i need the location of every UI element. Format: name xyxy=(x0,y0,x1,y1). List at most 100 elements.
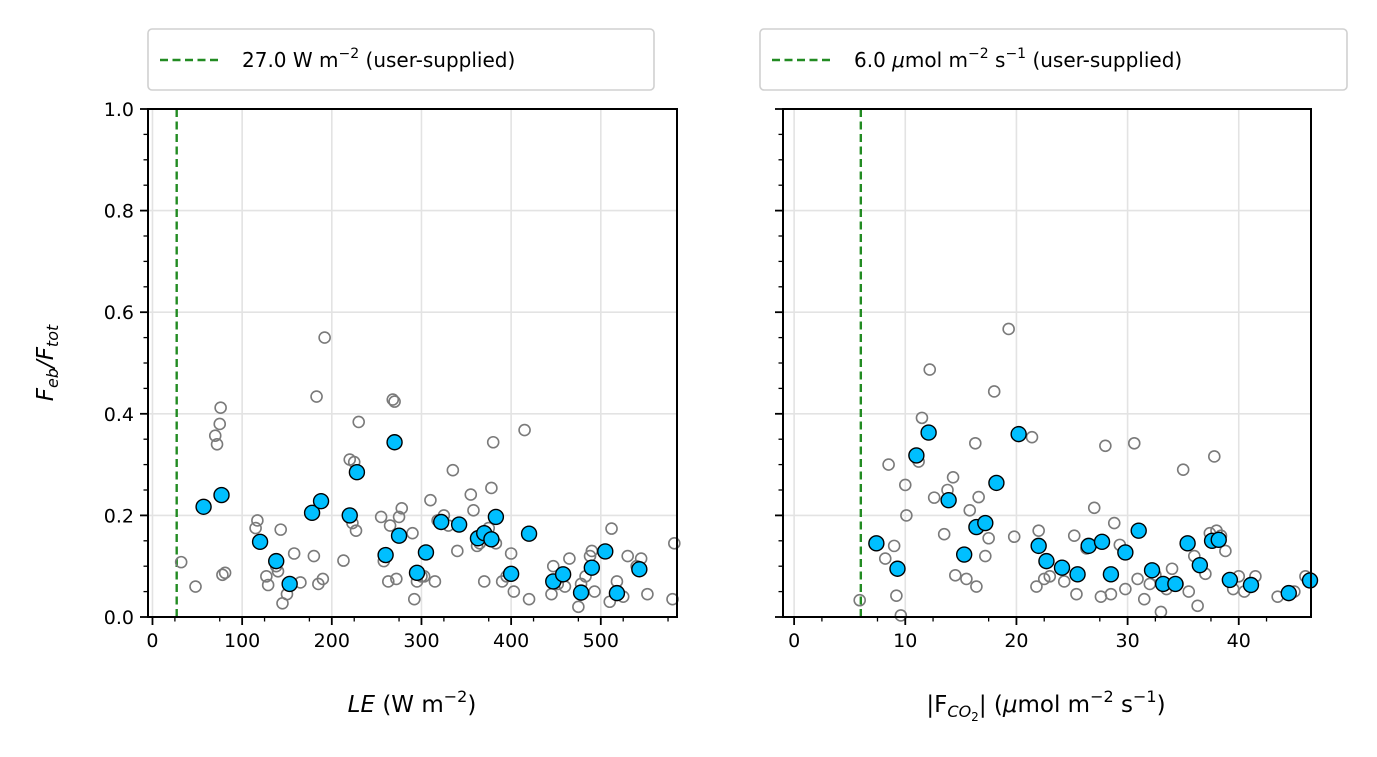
left-point-29 xyxy=(352,415,366,429)
right-point-49 xyxy=(1165,562,1179,576)
right-point-21 xyxy=(979,549,992,563)
right-xtick-label-0: 0 xyxy=(788,630,800,652)
right-xlabel: |FCO2| (μmol m−2 s−1) xyxy=(926,687,1165,724)
left-point-10 xyxy=(260,570,273,583)
left-point-0 xyxy=(174,555,188,569)
right-point-4 xyxy=(890,589,903,602)
left-binned-point-3 xyxy=(268,552,285,570)
left-point-11 xyxy=(261,578,275,592)
right-point-1 xyxy=(878,552,892,565)
right-point-30 xyxy=(1043,570,1057,583)
left-point-24 xyxy=(337,554,350,567)
left-point-65 xyxy=(522,592,536,606)
right-binned-point-21 xyxy=(1167,575,1184,593)
right-point-52 xyxy=(1182,585,1196,598)
right-point-12 xyxy=(937,527,951,541)
right-point-28 xyxy=(1032,524,1045,537)
right-binned-point-4 xyxy=(940,491,957,509)
left-point-3 xyxy=(210,437,224,451)
left-point-23 xyxy=(318,331,331,344)
right-legend-box xyxy=(759,28,1348,91)
right-point-38 xyxy=(1104,587,1118,601)
right-point-32 xyxy=(1067,529,1081,543)
right-point-18 xyxy=(969,436,982,450)
left-point-38 xyxy=(395,501,409,515)
left-point-70 xyxy=(563,552,576,565)
left-ytick-label-5: 1.0 xyxy=(104,99,134,121)
left-binned-point-24 xyxy=(572,584,590,601)
left-binned-point-7 xyxy=(341,507,358,524)
left-point-51 xyxy=(464,488,478,501)
right-legend: 6.0 μmol m−2 s−1 (user-supplied) xyxy=(759,28,1348,91)
left-xtick-label-1: 100 xyxy=(224,630,260,652)
right-binned-point-10 xyxy=(1030,537,1047,555)
right-binned-point-1 xyxy=(889,560,906,577)
left-binned-point-26 xyxy=(597,543,614,560)
left-point-33 xyxy=(383,519,397,532)
left-ytick-label-0: 0.0 xyxy=(104,607,134,629)
right-point-6 xyxy=(898,478,912,492)
right-binned-point-25 xyxy=(1210,531,1227,548)
left-xlabel: LE (W m−2) xyxy=(348,687,477,718)
left-point-39 xyxy=(406,526,419,540)
left-point-86 xyxy=(668,537,681,550)
left-point-58 xyxy=(486,435,500,449)
right-binned-point-9 xyxy=(1010,425,1027,443)
right-point-9 xyxy=(915,411,929,425)
right-xtick-label-2: 20 xyxy=(1004,630,1028,652)
right-point-19 xyxy=(970,580,983,593)
left-point-44 xyxy=(424,493,437,507)
left-point-45 xyxy=(428,575,442,588)
right-binned-point-19 xyxy=(1143,562,1161,579)
right-plot-frame xyxy=(782,108,1312,618)
right-point-22 xyxy=(982,531,995,545)
left-binned-point-25 xyxy=(583,559,601,576)
right-point-51 xyxy=(1176,463,1190,476)
left-point-57 xyxy=(485,481,498,495)
left-binned-points xyxy=(195,434,648,602)
right-panel: 6.0 μmol m−2 s−1 (user-supplied) 0 10 20 30… xyxy=(759,28,1348,724)
right-point-37 xyxy=(1099,439,1112,453)
right-point-42 xyxy=(1127,436,1141,450)
right-binned-point-13 xyxy=(1069,566,1086,583)
left-legend-label: 27.0 W m−2 (user-supplied) xyxy=(242,46,515,72)
left-ylabel: Feb/Ftot xyxy=(33,324,62,401)
left-binned-point-6 xyxy=(312,492,330,510)
left-binned-point-20 xyxy=(502,565,520,583)
left-xtick-label-2: 200 xyxy=(314,630,350,652)
right-binned-point-22 xyxy=(1179,535,1196,552)
left-point-6 xyxy=(216,568,229,582)
left-binned-point-28 xyxy=(631,561,648,578)
left-point-64 xyxy=(518,423,531,437)
left-point-14 xyxy=(274,523,287,536)
left-xtick-label-0: 0 xyxy=(146,630,158,652)
left-point-32 xyxy=(381,575,395,588)
left-binned-point-27 xyxy=(608,584,626,602)
left-ticks: 0 100 200 300 400 500 0.0 0.2 0.4 0.6 0.8 1.0 xyxy=(104,99,669,652)
left-point-36 xyxy=(390,572,403,586)
right-point-57 xyxy=(1207,450,1221,463)
left-xtick-label-5: 500 xyxy=(583,630,619,652)
right-binned-point-15 xyxy=(1093,533,1111,551)
right-point-23 xyxy=(987,385,1001,398)
left-point-7 xyxy=(218,566,232,580)
right-binned-point-8 xyxy=(988,474,1005,492)
left-point-63 xyxy=(507,585,521,598)
right-point-0 xyxy=(853,593,866,607)
right-point-24 xyxy=(1002,322,1015,336)
right-point-11 xyxy=(927,491,941,504)
left-point-81 xyxy=(621,549,634,563)
left-binned-point-9 xyxy=(377,546,394,564)
right-binned-point-7 xyxy=(977,514,994,532)
right-point-2 xyxy=(882,458,895,471)
left-binned-point-4 xyxy=(281,575,298,593)
right-binned-point-16 xyxy=(1102,566,1120,583)
left-panel: 27.0 W m−2 (user-supplied) 0 100 200 300 400… xyxy=(33,28,681,718)
right-binned-point-11 xyxy=(1038,552,1055,570)
left-xtick-label-3: 300 xyxy=(403,630,439,652)
right-point-5 xyxy=(894,609,908,622)
right-point-35 xyxy=(1087,501,1101,515)
right-point-27 xyxy=(1030,580,1043,593)
left-xtick-label-4: 400 xyxy=(493,630,529,652)
right-point-10 xyxy=(923,363,937,376)
